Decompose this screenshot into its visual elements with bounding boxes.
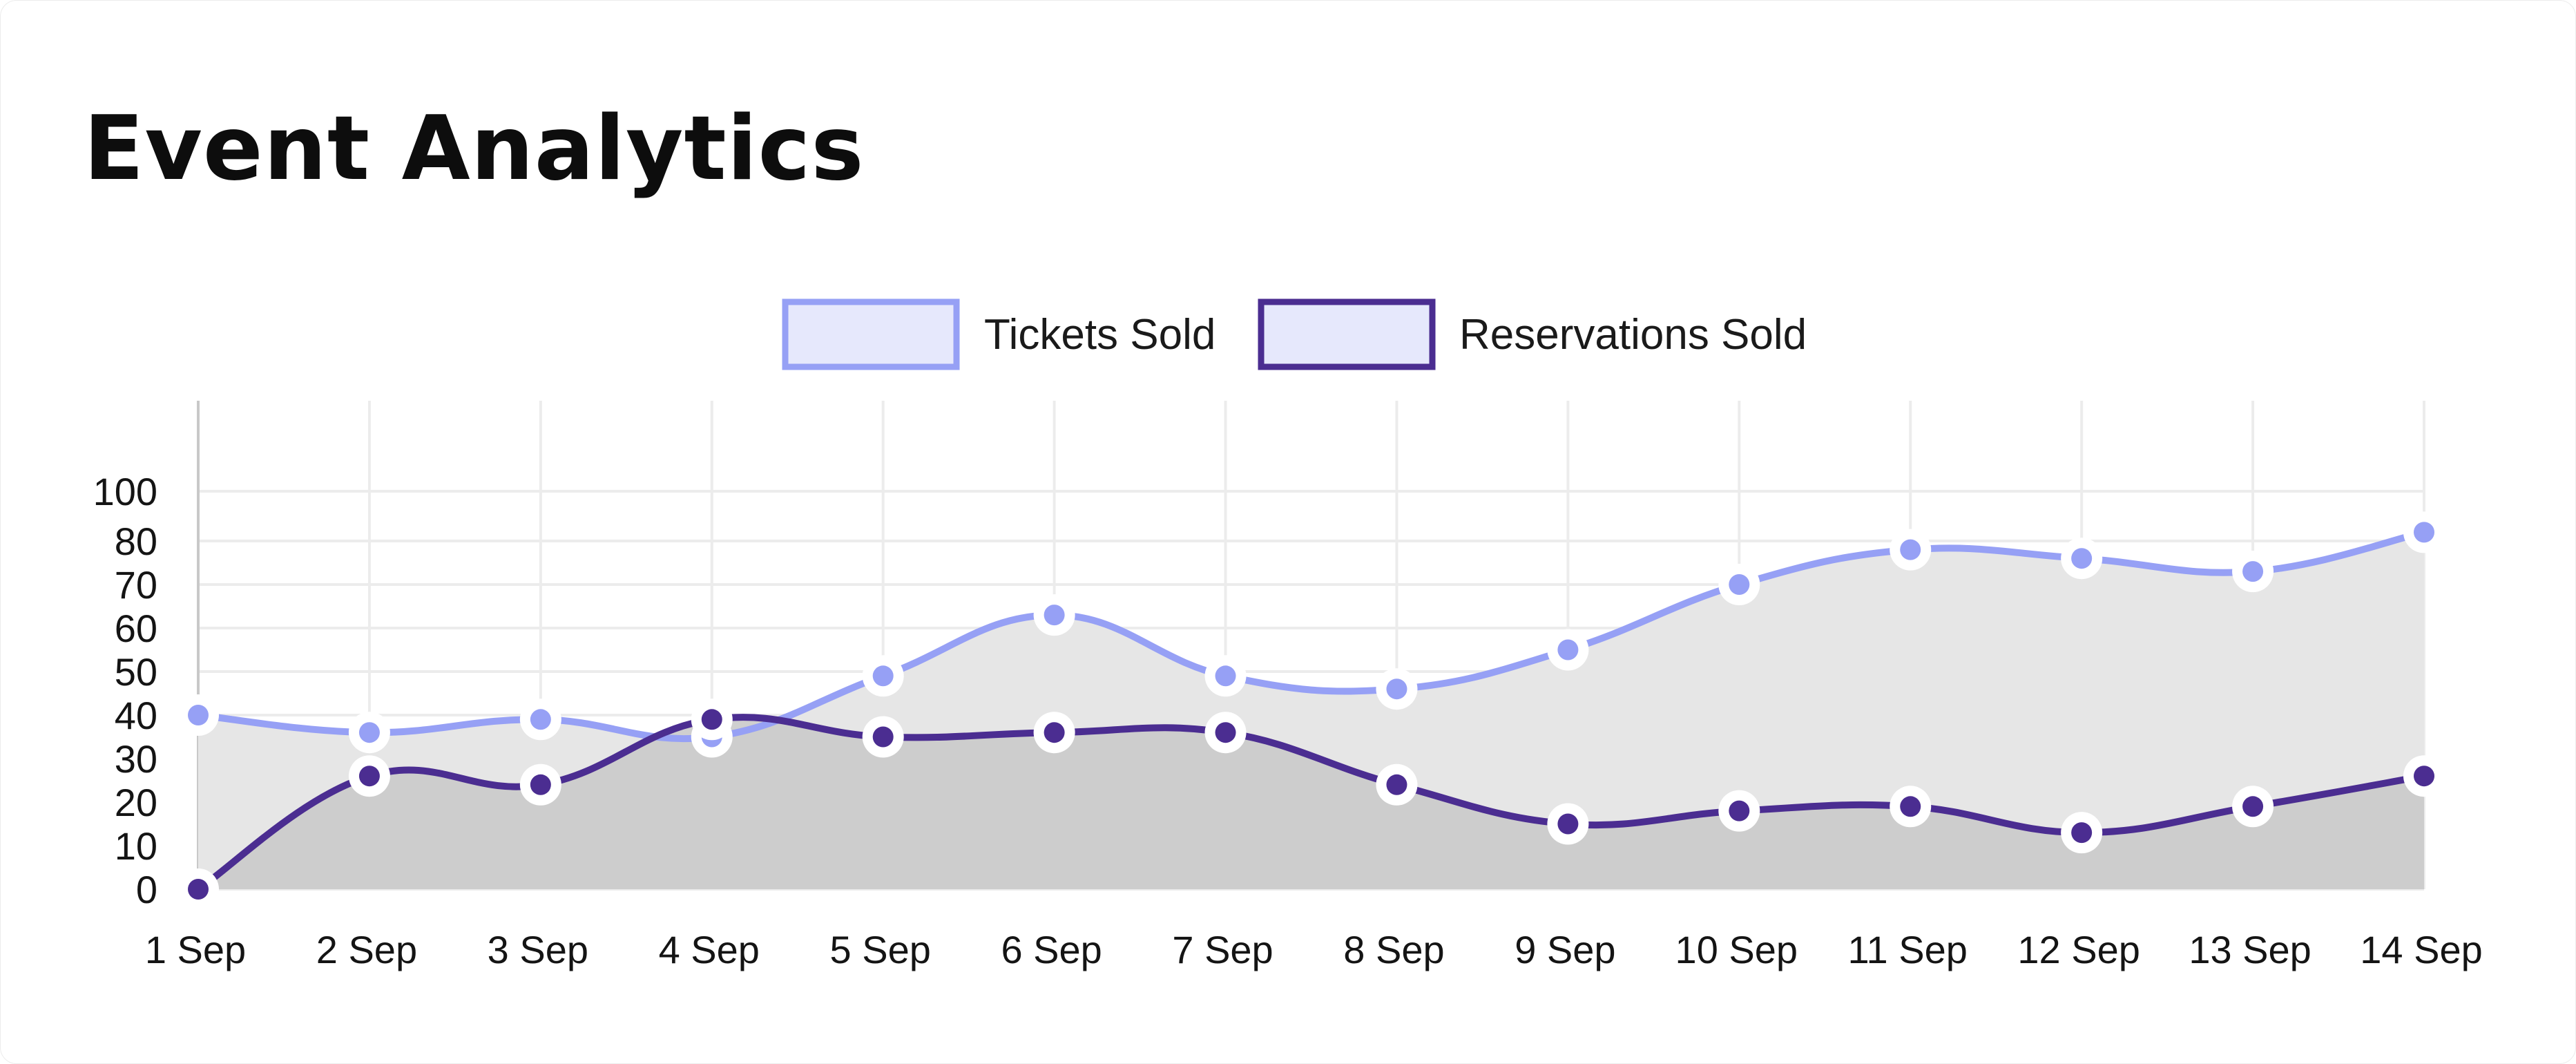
legend-swatch	[1258, 298, 1436, 370]
legend-swatch	[782, 298, 960, 370]
tickets-sold-point[interactable]	[358, 722, 380, 743]
reservations-sold-point[interactable]	[1386, 774, 1407, 795]
reservations-sold-point[interactable]	[2414, 766, 2434, 787]
x-tick-label: 6 Sep	[1001, 928, 1102, 971]
reservations-sold-point[interactable]	[2071, 822, 2093, 844]
tickets-sold-point[interactable]	[872, 665, 894, 687]
x-tick-label: 12 Sep	[2017, 928, 2140, 971]
legend-item-tickets-sold[interactable]: Tickets Sold	[782, 298, 1215, 370]
tickets-sold-point[interactable]	[2414, 522, 2434, 543]
x-tick-label: 10 Sep	[1675, 928, 1798, 971]
tickets-sold-points	[177, 511, 2445, 758]
reservations-sold-point[interactable]	[1215, 722, 1236, 743]
x-tick-label: 9 Sep	[1515, 928, 1615, 971]
tickets-sold-point[interactable]	[530, 709, 551, 730]
y-tick-label: 20	[115, 781, 157, 824]
reservations-sold-point[interactable]	[1900, 796, 1921, 817]
y-tick-label: 80	[115, 520, 157, 563]
reservations-sold-point[interactable]	[1729, 800, 1750, 821]
x-tick-label: 14 Sep	[2360, 928, 2483, 971]
y-tick-label: 0	[136, 868, 157, 911]
reservations-sold-point[interactable]	[358, 766, 380, 787]
reservations-sold-point[interactable]	[1557, 813, 1579, 835]
legend-label: Tickets Sold	[984, 311, 1215, 359]
x-tick-label: 1 Sep	[145, 928, 246, 971]
reservations-sold-point[interactable]	[188, 879, 209, 900]
page-title: Event Analytics	[84, 97, 865, 200]
x-tick-label: 2 Sep	[316, 928, 417, 971]
tickets-sold-point[interactable]	[1729, 574, 1750, 595]
y-tick-label: 10	[115, 824, 157, 868]
x-tick-label: 5 Sep	[830, 928, 931, 971]
x-tick-label: 8 Sep	[1343, 928, 1444, 971]
y-tick-label: 70	[115, 563, 157, 607]
reservations-sold-point[interactable]	[530, 774, 551, 795]
tickets-sold-point[interactable]	[2242, 561, 2264, 582]
legend-label: Reservations Sold	[1459, 311, 1807, 359]
reservations-sold-point[interactable]	[2242, 796, 2264, 817]
x-tick-label: 11 Sep	[1848, 928, 1968, 971]
tickets-sold-point[interactable]	[188, 705, 209, 725]
legend-item-reservations-sold[interactable]: Reservations Sold	[1258, 298, 1807, 370]
y-tick-label: 30	[115, 737, 157, 781]
x-tick-label: 3 Sep	[488, 928, 588, 971]
x-tick-label: 4 Sep	[659, 928, 760, 971]
y-tick-label: 60	[115, 607, 157, 650]
x-tick-labels: 1 Sep 2 Sep 3 Sep 4 Sep 5 Sep 6 Sep 7 Sep 8 Sep…	[145, 928, 2483, 971]
legend: Tickets Sold Reservations Sold	[782, 298, 1807, 370]
tickets-sold-point[interactable]	[2071, 548, 2093, 569]
y-tick-label: 100	[93, 470, 157, 513]
reservations-sold-point[interactable]	[1044, 722, 1065, 743]
reservations-sold-point[interactable]	[701, 709, 722, 730]
reservations-sold-points	[177, 699, 2445, 910]
tickets-sold-point[interactable]	[1386, 678, 1407, 700]
y-tick-label: 40	[115, 694, 157, 737]
reservations-sold-area	[198, 717, 2424, 889]
tickets-sold-point[interactable]	[1557, 639, 1579, 661]
y-tick-label: 50	[115, 650, 157, 694]
tickets-sold-point[interactable]	[1044, 605, 1065, 626]
tickets-sold-point[interactable]	[1900, 539, 1921, 560]
reservations-sold-point[interactable]	[872, 726, 894, 748]
x-tick-label: 7 Sep	[1172, 928, 1273, 971]
tickets-sold-point[interactable]	[1215, 665, 1236, 687]
x-tick-label: 13 Sep	[2189, 928, 2311, 971]
tickets-sold-line	[195, 529, 2428, 743]
